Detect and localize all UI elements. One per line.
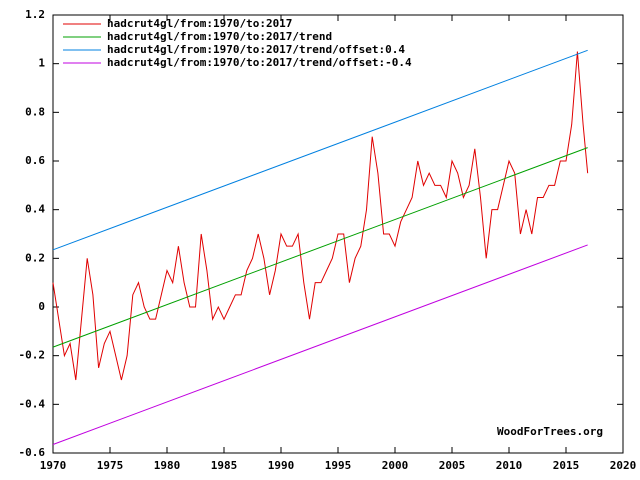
series-line [52, 49, 588, 251]
legend-label: hadcrut4gl/from:1970/to:2017/trend [107, 30, 332, 43]
y-tick-label: 0.2 [25, 251, 45, 264]
y-tick-label: -0.2 [19, 349, 46, 362]
x-tick-label: 1985 [211, 459, 238, 472]
x-tick-label: 1975 [97, 459, 124, 472]
x-tick-label: 1980 [154, 459, 181, 472]
watermark: WoodForTrees.org [497, 425, 603, 438]
legend-label: hadcrut4gl/from:1970/to:2017 [107, 17, 292, 30]
series-line [52, 147, 588, 348]
legend-label: hadcrut4gl/from:1970/to:2017/trend/offse… [107, 56, 412, 69]
series-line [52, 244, 588, 445]
x-tick-label: 1990 [268, 459, 295, 472]
y-tick-label: 0.4 [25, 203, 45, 216]
x-tick-label: 2020 [610, 459, 637, 472]
y-tick-label: 0 [38, 300, 45, 313]
y-tick-label: 0.8 [25, 105, 45, 118]
x-tick-label: 2000 [382, 459, 409, 472]
y-tick-label: 1 [38, 57, 45, 70]
y-tick-label: -0.6 [19, 446, 46, 459]
x-tick-label: 2005 [439, 459, 466, 472]
x-tick-label: 1970 [40, 459, 67, 472]
y-tick-label: -0.4 [19, 397, 46, 410]
series-line [52, 51, 589, 381]
y-tick-label: 0.6 [25, 154, 45, 167]
legend-label: hadcrut4gl/from:1970/to:2017/trend/offse… [107, 43, 405, 56]
x-tick-label: 1995 [325, 459, 352, 472]
x-tick-label: 2015 [553, 459, 580, 472]
x-tick-label: 2010 [496, 459, 523, 472]
y-tick-label: 1.2 [25, 8, 45, 21]
